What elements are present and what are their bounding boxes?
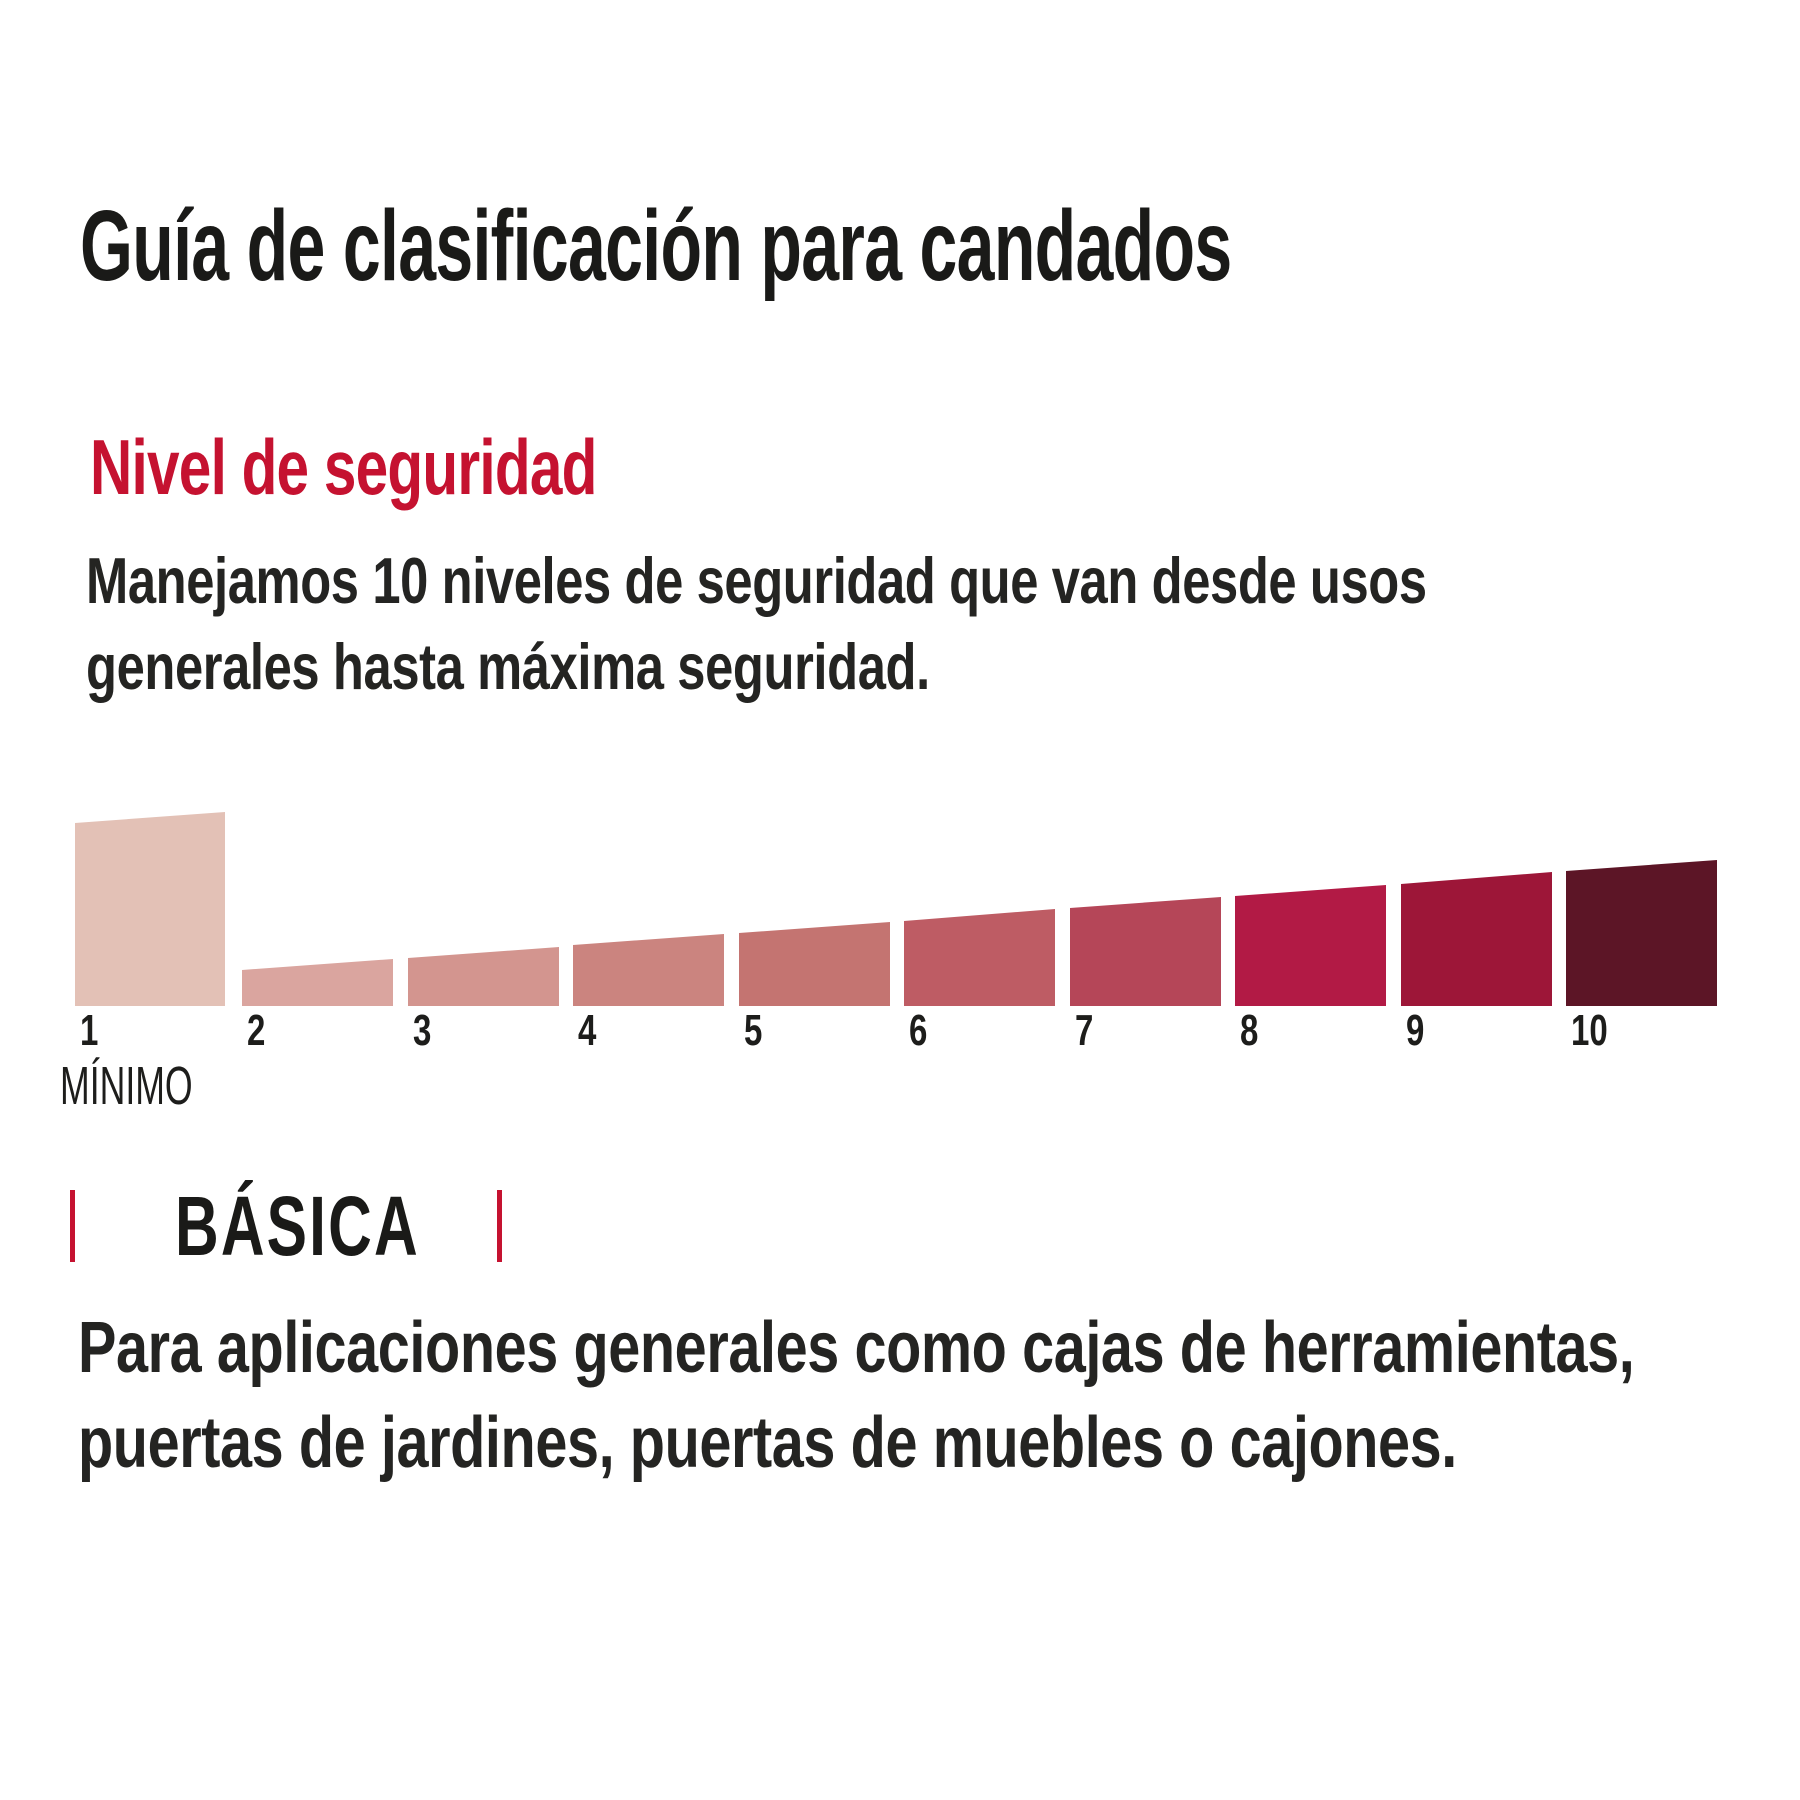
chart-bar-10	[1566, 860, 1717, 1006]
chart-bar-label-8: 8	[1240, 1006, 1259, 1055]
chart-bar-6	[904, 909, 1055, 1006]
chart-bar-label-9: 9	[1406, 1006, 1425, 1055]
chart-bar-8	[1235, 885, 1386, 1006]
chart-bar-9	[1401, 872, 1552, 1006]
page-title: Guía de clasificación para candados	[80, 190, 1232, 302]
chart-bar-label-7: 7	[1075, 1006, 1094, 1055]
chart-minimum-label: MÍNIMO	[60, 1056, 193, 1116]
chart-bar-3	[408, 947, 559, 1006]
chart-bar-label-3: 3	[413, 1006, 432, 1055]
security-level-description-line1: Manejamos 10 niveles de seguridad que va…	[86, 544, 1427, 617]
chart-bar-4	[573, 934, 724, 1006]
chart-bar-label-6: 6	[909, 1006, 928, 1055]
chart-bar-label-4: 4	[578, 1006, 597, 1055]
chart-bar-5	[739, 922, 890, 1006]
basica-heading: BÁSICA	[175, 1179, 420, 1273]
basica-right-tick	[497, 1190, 502, 1262]
chart-bar-2	[242, 959, 393, 1006]
chart-bar-label-10: 10	[1571, 1006, 1608, 1055]
chart-bar-1	[75, 812, 225, 1006]
basica-description-line1: Para aplicaciones generales como cajas d…	[78, 1308, 1635, 1388]
chart-bar-7	[1070, 897, 1221, 1006]
chart-bar-label-2: 2	[247, 1006, 266, 1055]
security-level-heading: Nivel de seguridad	[90, 423, 597, 511]
security-level-description: Manejamos 10 niveles de seguridad que va…	[86, 538, 1427, 710]
basica-left-tick	[70, 1190, 75, 1262]
chart-bar-label-1: 1	[80, 1006, 99, 1055]
chart-bar-label-5: 5	[744, 1006, 763, 1055]
basica-description: Para aplicaciones generales como cajas d…	[78, 1301, 1635, 1491]
basica-description-line2: puertas de jardines, puertas de muebles …	[78, 1403, 1457, 1483]
security-level-description-line2: generales hasta máxima seguridad.	[86, 630, 930, 703]
